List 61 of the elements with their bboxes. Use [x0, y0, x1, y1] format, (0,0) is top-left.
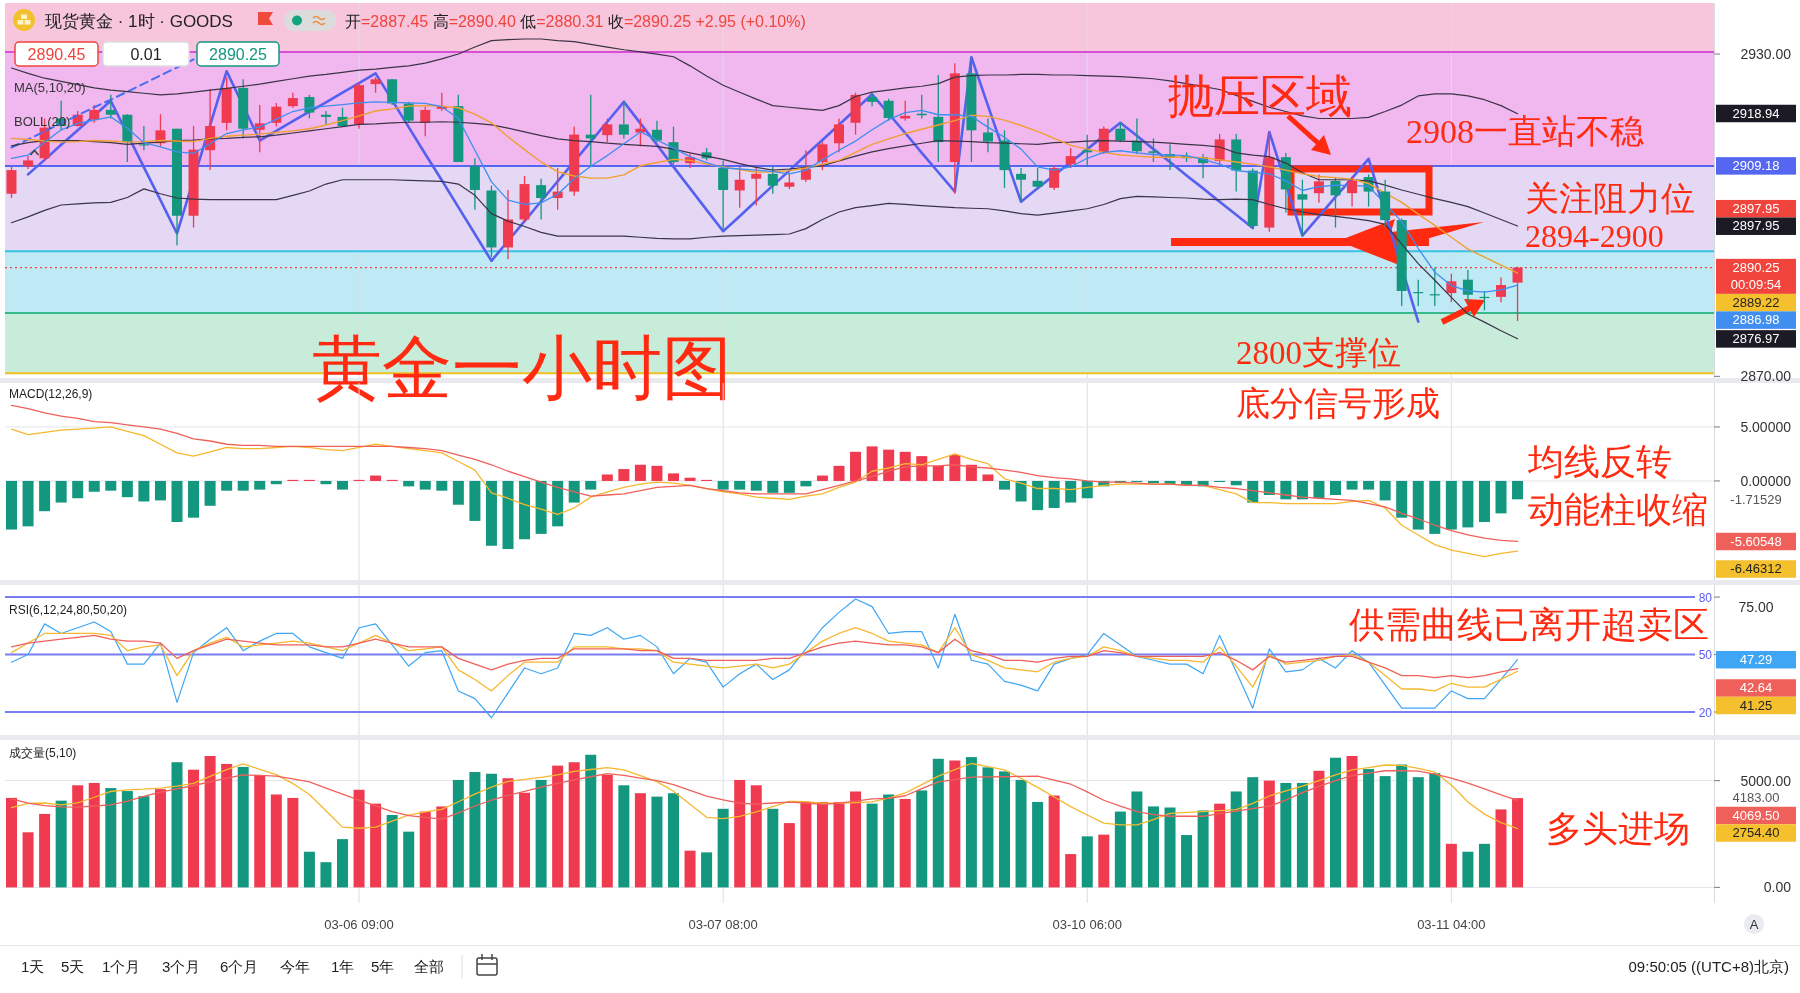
text: -6.46312 — [1730, 561, 1782, 577]
annotation: MA(5,10,20) — [14, 80, 86, 95]
text: 2876.97 — [1732, 331, 1780, 347]
text: 2897.95 — [1732, 200, 1780, 216]
text: 2754.40 — [1732, 825, 1780, 841]
ref-line-label: 2890.25 — [1732, 259, 1780, 275]
y-tick-label: 2930.00 — [1740, 46, 1792, 63]
text: 42.64 — [1739, 680, 1773, 696]
annotation: 2800支撑位 — [1236, 335, 1401, 371]
annotation: 关注阻力位 — [1525, 180, 1695, 217]
text: 现货黄金 · 1时 · GOODS — [45, 12, 233, 31]
text: 09:50:05 ((UTC+8)北京) — [1628, 958, 1789, 975]
text: 动能柱收缩 — [1528, 489, 1708, 530]
text: 41.25 — [1739, 697, 1773, 713]
text: 今年 — [280, 958, 310, 975]
y-tick-label: 20 — [1698, 705, 1713, 720]
annotation: 2890.45 — [27, 46, 86, 63]
annotation: 底分信号形成 — [1236, 384, 1440, 422]
text: 成交量(5,10) — [9, 746, 77, 760]
text: 00:09:54 — [1730, 277, 1782, 293]
x-tick-label: 03-07 08:00 — [688, 917, 758, 932]
y-tick-label: 80 — [1698, 590, 1713, 605]
annotation: 2908一直站不稳 — [1406, 113, 1644, 150]
y-tick-label: 5.00000 — [1740, 418, 1792, 435]
text: 1年 — [331, 958, 355, 975]
text: 2897.95 — [1732, 218, 1780, 234]
text: 2918.94 — [1732, 105, 1780, 121]
text: 开=2887.45 高=2890.40 低=2880.31 收=2890.25 +2.95 (+0.10%) — [345, 13, 806, 30]
text: -5.60548 — [1730, 533, 1782, 549]
x-tick-label: 03-06 09:00 — [324, 917, 394, 932]
text: 4183.00 — [1732, 790, 1780, 806]
y-tick-label: 50 — [1698, 648, 1713, 663]
y-tick-label: 5000.00 — [1740, 772, 1792, 789]
ref-line-label: 2909.18 — [1732, 158, 1780, 174]
y-tick-label: 2870.00 — [1740, 368, 1792, 385]
y-tick-label: 0.00000 — [1740, 472, 1792, 489]
text: 6个月 — [220, 958, 259, 975]
text: RSI(6,12,24,80,50,20) — [9, 603, 128, 617]
text: A — [1749, 917, 1759, 932]
text: -1.71529 — [1730, 491, 1782, 507]
chart-title: MACD(12,26,9) — [9, 387, 93, 401]
text: 47.29 — [1739, 651, 1773, 667]
annotation: 2890.25 — [209, 46, 268, 63]
x-tick-label: 03-10 06:00 — [1052, 917, 1122, 932]
text: 5年 — [371, 958, 395, 975]
text: 多头进场 — [1546, 808, 1690, 849]
text: 75.00 — [1738, 598, 1774, 615]
y-tick-label: 0.00 — [1763, 879, 1792, 896]
text: 均线反转 — [1527, 441, 1672, 482]
text: 1天 — [21, 958, 45, 975]
x-tick-label: 03-11 04:00 — [1417, 917, 1486, 932]
text: 2889.22 — [1732, 294, 1780, 310]
text: 1个月 — [102, 958, 141, 975]
annotation: 2894-2900 — [1525, 218, 1664, 254]
text: 全部 — [414, 958, 444, 975]
text: 3个月 — [162, 958, 201, 975]
text: 2886.98 — [1732, 312, 1780, 328]
text: 4069.50 — [1732, 807, 1780, 823]
annotation: 0.01 — [130, 46, 162, 63]
annotation: 供需曲线已离开超卖区 — [1349, 604, 1709, 645]
text: 5天 — [61, 958, 85, 975]
